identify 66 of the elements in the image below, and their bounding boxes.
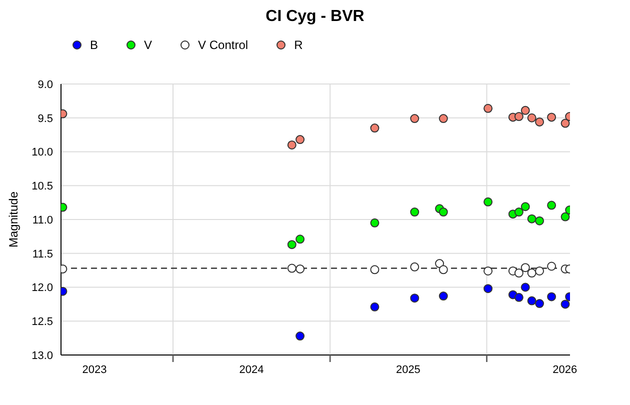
point (514, 208, 524, 217)
y-tick-label: 9.5 (38, 112, 53, 125)
y-axis-title: Magnitude (6, 191, 20, 248)
point (520, 202, 530, 212)
point (370, 302, 380, 312)
point (296, 264, 305, 274)
point (484, 266, 493, 276)
point (287, 140, 296, 150)
point (370, 218, 380, 228)
y-tick-label: 11.5 (32, 248, 53, 260)
legend-label: V Control (198, 38, 248, 52)
point (547, 200, 556, 210)
point (484, 197, 493, 206)
point (527, 268, 536, 278)
point (410, 262, 420, 272)
legend-label: V (144, 38, 152, 52)
point (438, 292, 448, 301)
y-tick-label: 13.0 (32, 350, 53, 362)
point (535, 299, 544, 308)
point (438, 208, 448, 217)
point (438, 114, 448, 124)
chart-title: CI Cyg - BVR (264, 8, 366, 26)
point (514, 292, 524, 302)
point (484, 104, 493, 113)
point (296, 135, 305, 144)
point (535, 266, 544, 276)
point (370, 124, 380, 133)
point (547, 262, 556, 271)
point (527, 296, 536, 306)
y-tick-label: 10.0 (32, 146, 53, 159)
point (527, 214, 536, 224)
point (527, 113, 536, 122)
point (520, 282, 530, 292)
y-tick-label: 12.0 (32, 282, 53, 294)
point (547, 112, 556, 122)
x-tick-label: 2024 (239, 364, 264, 376)
legend-label: R (294, 38, 303, 52)
point (296, 234, 305, 244)
point (370, 265, 380, 274)
point (410, 294, 420, 303)
legend-label: B (90, 38, 98, 52)
y-tick-label: 12.5 (32, 316, 53, 328)
point (520, 263, 530, 272)
point (560, 212, 570, 222)
x-tick-label: 2025 (396, 364, 420, 376)
x-tick-label: 2026 (552, 364, 578, 376)
point (535, 216, 544, 226)
point (514, 112, 524, 122)
point (560, 300, 570, 309)
point (520, 106, 530, 115)
point (514, 268, 524, 278)
point (287, 240, 296, 250)
point (287, 264, 296, 273)
point (410, 114, 420, 124)
point (438, 265, 448, 274)
y-tick-label: 9.0 (38, 78, 53, 91)
point (535, 117, 544, 126)
point (560, 118, 570, 128)
point (296, 332, 305, 341)
point (547, 292, 556, 302)
y-tick-label: 10.5 (32, 180, 53, 193)
y-tick-label: 11.0 (32, 214, 53, 226)
x-tick-label: 2023 (82, 364, 107, 376)
point (435, 259, 444, 268)
point (410, 208, 420, 217)
point (484, 284, 493, 294)
